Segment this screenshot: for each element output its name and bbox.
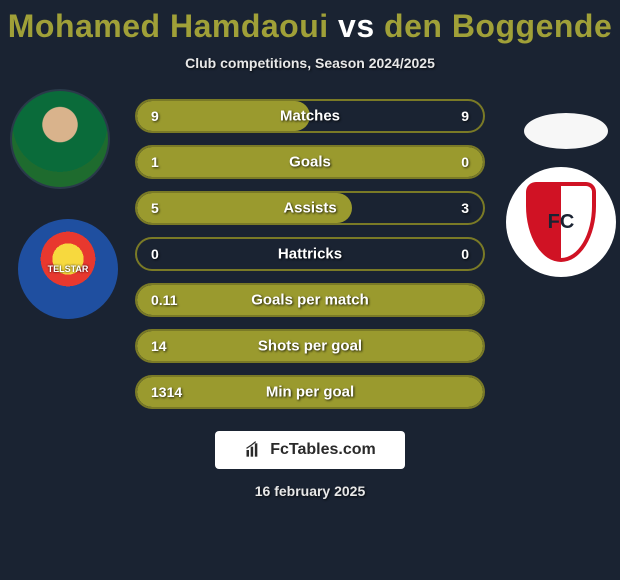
player2-name: den Boggende xyxy=(384,8,612,44)
stat-row: 5 Assists 3 xyxy=(135,191,485,225)
stat-row: 1314 Min per goal xyxy=(135,375,485,409)
player1-club-label: TELSTAR xyxy=(48,264,89,274)
vs-text: vs xyxy=(338,8,375,44)
comparison-content: TELSTAR FC 9 Matches 9 1 Goals 0 5 Assists 3 0 Hat… xyxy=(0,99,620,409)
comparison-title: Mohamed Hamdaoui vs den Boggende xyxy=(0,0,620,45)
stat-row: 14 Shots per goal xyxy=(135,329,485,363)
player1-photo xyxy=(10,89,110,189)
stat-value-right: 0 xyxy=(461,246,469,262)
stat-value-right: 3 xyxy=(461,200,469,216)
stat-label: Matches xyxy=(280,108,340,125)
player2-club-initials: FC xyxy=(548,211,575,234)
stat-value-left: 1314 xyxy=(151,384,182,400)
stat-value-left: 14 xyxy=(151,338,167,354)
stat-label: Hattricks xyxy=(278,246,342,263)
branding-badge: FcTables.com xyxy=(215,431,405,469)
player2-club-shield: FC xyxy=(526,182,596,262)
branding-text: FcTables.com xyxy=(270,441,376,459)
stat-row: 0 Hattricks 0 xyxy=(135,237,485,271)
stat-value-left: 0 xyxy=(151,246,159,262)
stat-value-left: 5 xyxy=(151,200,159,216)
stat-row: 1 Goals 0 xyxy=(135,145,485,179)
stat-row: 0.11 Goals per match xyxy=(135,283,485,317)
stat-value-left: 0.11 xyxy=(151,292,177,308)
stat-value-left: 1 xyxy=(151,154,159,170)
chart-icon xyxy=(244,440,264,460)
stat-label: Goals per match xyxy=(251,292,369,309)
stat-label: Goals xyxy=(289,154,331,171)
stat-value-left: 9 xyxy=(151,108,159,124)
stat-label: Shots per goal xyxy=(258,338,362,355)
stat-value-right: 0 xyxy=(461,154,469,170)
stat-value-right: 9 xyxy=(461,108,469,124)
stat-label: Min per goal xyxy=(266,384,354,401)
player2-club-badge: FC xyxy=(506,167,616,277)
player1-club-badge: TELSTAR xyxy=(18,219,118,319)
subtitle: Club competitions, Season 2024/2025 xyxy=(0,55,620,71)
stat-label: Assists xyxy=(283,200,336,217)
date-text: 16 february 2025 xyxy=(0,483,620,499)
player1-name: Mohamed Hamdaoui xyxy=(8,8,329,44)
player2-photo xyxy=(524,113,608,149)
stat-row: 9 Matches 9 xyxy=(135,99,485,133)
stat-bars: 9 Matches 9 1 Goals 0 5 Assists 3 0 Hattricks 0 0.11… xyxy=(135,99,485,409)
